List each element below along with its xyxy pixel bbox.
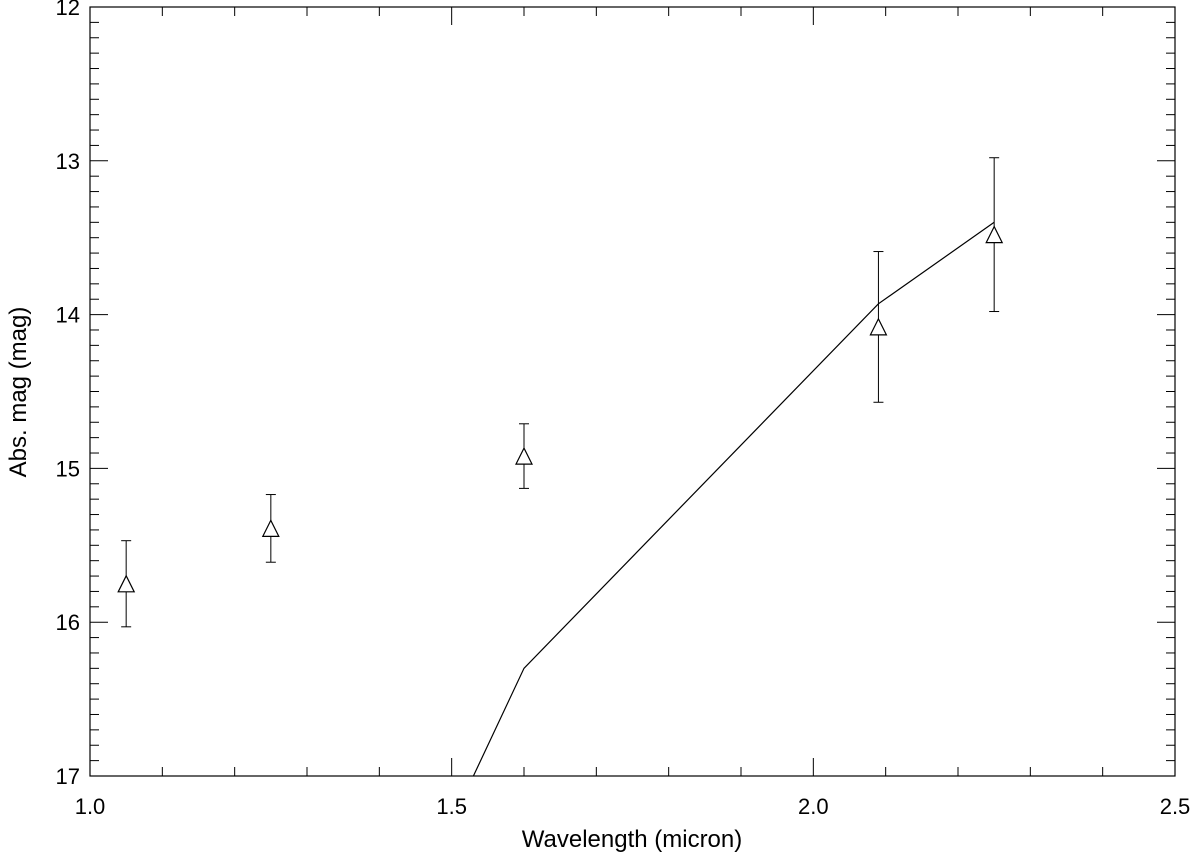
- x-tick-label: 2.0: [798, 794, 829, 819]
- data-point-triangle: [515, 446, 533, 465]
- x-tick-label: 1.5: [436, 794, 467, 819]
- y-tick-label: 14: [56, 303, 80, 328]
- y-tick-label: 12: [56, 0, 80, 20]
- data-point-triangle: [985, 225, 1004, 244]
- y-tick-label: 15: [56, 456, 80, 481]
- y-tick-label: 17: [56, 764, 80, 789]
- x-tick-label: 1.0: [75, 794, 106, 819]
- y-tick-label: 13: [56, 149, 80, 174]
- x-tick-label: 2.5: [1160, 794, 1191, 819]
- data-point-triangle: [117, 574, 136, 593]
- plot-frame: [89, 6, 1176, 777]
- data-series: [117, 157, 1004, 777]
- data-point-triangle: [869, 317, 888, 336]
- data-point-triangle: [261, 519, 280, 538]
- axis-ticks: [89, 6, 1176, 777]
- y-tick-label: 16: [56, 610, 80, 635]
- model-line: [472, 221, 995, 777]
- y-axis-label: Abs. mag (mag): [5, 307, 32, 478]
- x-axis-label: Wavelength (micron): [522, 826, 743, 853]
